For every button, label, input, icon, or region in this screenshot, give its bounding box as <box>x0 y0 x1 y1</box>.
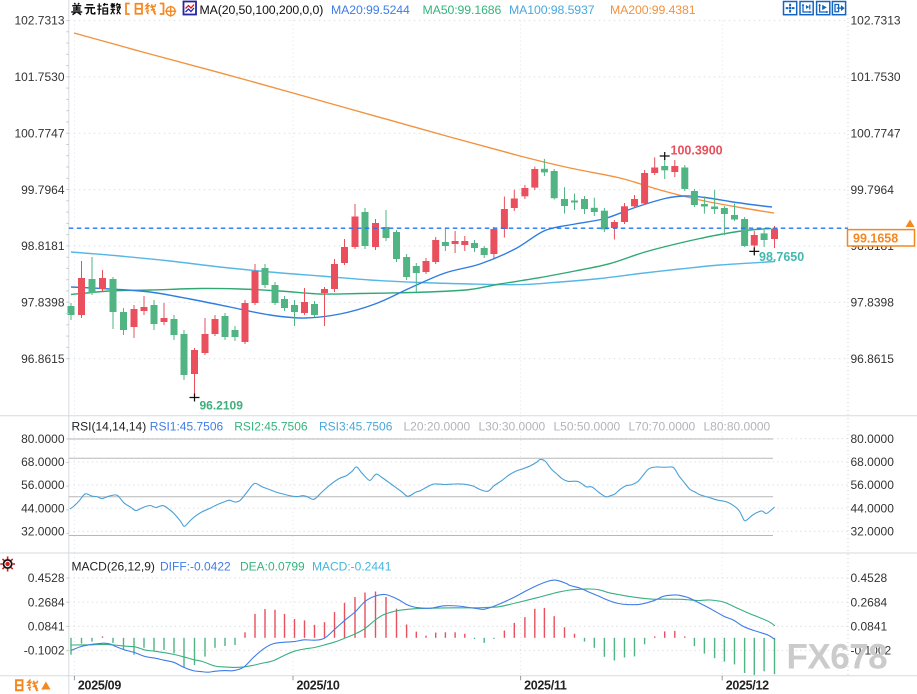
svg-text:100.7747: 100.7747 <box>14 127 64 141</box>
svg-text:98.7650: 98.7650 <box>759 250 804 264</box>
svg-text:99.1658: 99.1658 <box>853 232 898 246</box>
svg-text:RSI3:45.7506: RSI3:45.7506 <box>319 419 393 433</box>
svg-text:101.7530: 101.7530 <box>14 70 64 84</box>
svg-text:MA200:99.4381: MA200:99.4381 <box>610 3 696 17</box>
svg-text:0.4528: 0.4528 <box>851 571 888 585</box>
svg-text:L50:50.0000: L50:50.0000 <box>554 419 621 433</box>
svg-text:-0.1002: -0.1002 <box>851 644 892 658</box>
svg-text:98.8181: 98.8181 <box>21 239 65 253</box>
svg-text:2025/09: 2025/09 <box>78 679 121 693</box>
svg-text:RSI2:45.7506: RSI2:45.7506 <box>234 419 308 433</box>
svg-text:101.7530: 101.7530 <box>851 70 901 84</box>
svg-text:102.7313: 102.7313 <box>14 14 64 28</box>
svg-text:0.4528: 0.4528 <box>28 571 65 585</box>
svg-text:44.0000: 44.0000 <box>851 501 895 515</box>
svg-text:32.0000: 32.0000 <box>21 525 65 539</box>
svg-text:100.7747: 100.7747 <box>851 127 901 141</box>
svg-text:44.0000: 44.0000 <box>21 501 65 515</box>
svg-text:RSI1:45.7506: RSI1:45.7506 <box>150 419 224 433</box>
svg-text:99.7964: 99.7964 <box>21 183 65 197</box>
svg-text:99.7964: 99.7964 <box>851 183 895 197</box>
svg-text:L20:20.0000: L20:20.0000 <box>404 419 471 433</box>
svg-text:2025/11: 2025/11 <box>524 679 567 693</box>
svg-text:96.2109: 96.2109 <box>200 399 244 413</box>
svg-text:97.8398: 97.8398 <box>21 296 65 310</box>
svg-text:68.0000: 68.0000 <box>21 455 65 469</box>
svg-text:0.0841: 0.0841 <box>28 620 65 634</box>
svg-text:-0.1002: -0.1002 <box>24 644 65 658</box>
svg-text:97.8398: 97.8398 <box>851 296 895 310</box>
svg-text:2025/10: 2025/10 <box>297 679 340 693</box>
svg-text:56.0000: 56.0000 <box>851 478 895 492</box>
svg-text:MA50:99.1686: MA50:99.1686 <box>423 3 502 17</box>
svg-text:MA20:99.5244: MA20:99.5244 <box>331 3 410 17</box>
svg-text:MACD(26,12,9): MACD(26,12,9) <box>72 559 155 573</box>
svg-text:56.0000: 56.0000 <box>21 478 65 492</box>
svg-text:MACD:-0.2441: MACD:-0.2441 <box>312 559 392 573</box>
svg-text:FX678: FX678 <box>787 638 888 677</box>
svg-text:80.0000: 80.0000 <box>21 432 65 446</box>
svg-text:96.8615: 96.8615 <box>851 352 895 366</box>
svg-text:L70:70.0000: L70:70.0000 <box>629 419 696 433</box>
svg-text:0.2684: 0.2684 <box>851 595 888 609</box>
svg-text:0.2684: 0.2684 <box>28 595 65 609</box>
svg-text:DIFF:-0.0422: DIFF:-0.0422 <box>160 559 231 573</box>
svg-text:2025/12: 2025/12 <box>726 679 769 693</box>
svg-text:102.7313: 102.7313 <box>851 14 901 28</box>
svg-text:80.0000: 80.0000 <box>851 432 895 446</box>
svg-text:100.3900: 100.3900 <box>671 144 723 158</box>
svg-text:MA100:98.5937: MA100:98.5937 <box>509 3 595 17</box>
svg-text:0.0841: 0.0841 <box>851 620 888 634</box>
svg-text:RSI(14,14,14): RSI(14,14,14) <box>72 419 147 433</box>
svg-text:L30:30.0000: L30:30.0000 <box>479 419 546 433</box>
svg-text:MA(20,50,100,200,0,0): MA(20,50,100,200,0,0) <box>200 3 324 17</box>
svg-text:68.0000: 68.0000 <box>851 455 895 469</box>
svg-text:DEA:0.0799: DEA:0.0799 <box>240 559 305 573</box>
svg-text:96.8615: 96.8615 <box>21 352 65 366</box>
svg-text:32.0000: 32.0000 <box>851 525 895 539</box>
svg-text:L80:80.0000: L80:80.0000 <box>704 419 771 433</box>
